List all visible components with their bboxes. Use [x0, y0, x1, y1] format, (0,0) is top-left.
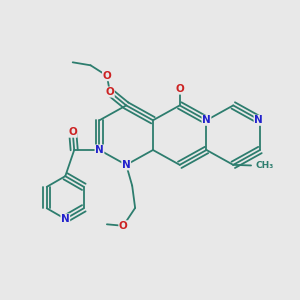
Text: N: N [95, 145, 104, 155]
Text: O: O [103, 71, 111, 81]
Text: N: N [122, 160, 130, 170]
Text: N: N [61, 214, 70, 224]
Text: O: O [119, 221, 128, 231]
Text: O: O [175, 84, 184, 94]
Text: O: O [106, 87, 114, 97]
Text: O: O [68, 127, 77, 137]
Text: N: N [202, 115, 211, 125]
Text: CH₃: CH₃ [256, 161, 274, 170]
Text: N: N [254, 115, 263, 125]
